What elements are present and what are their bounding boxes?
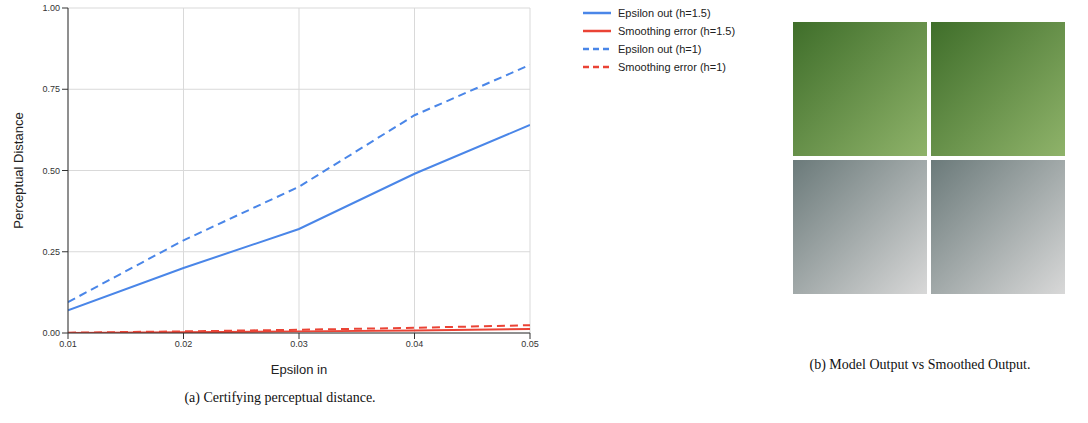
svg-text:0.02: 0.02 (175, 339, 193, 349)
html-text:Epsilon out (h=1): Epsilon out (h=1) (618, 43, 702, 55)
svg-text:0.01: 0.01 (59, 339, 77, 349)
svg-text:0.50: 0.50 (42, 166, 60, 176)
svg-text:0.00: 0.00 (42, 328, 60, 338)
svg-text:Perceptual Distance: Perceptual Distance (11, 112, 26, 228)
svg-text:0.05: 0.05 (521, 339, 539, 349)
svg-text:1.00: 1.00 (42, 3, 60, 13)
html-text:(b) Model Output vs Smoothed O: (b) Model Output vs Smoothed Output. (809, 357, 1031, 372)
svg-text:0.03: 0.03 (290, 339, 308, 349)
html-text:(a) Certifying perceptual dist: (a) Certifying perceptual distance. (184, 390, 376, 405)
html-text:Epsilon out (h=1.5): Epsilon out (h=1.5) (618, 7, 711, 19)
html-text:Smoothing error (h=1.5): Smoothing error (h=1.5) (618, 25, 736, 37)
svg-text:Epsilon in: Epsilon in (271, 362, 327, 377)
svg-text:0.04: 0.04 (406, 339, 424, 349)
html-text:Smoothing error (h=1): Smoothing error (h=1) (618, 61, 726, 73)
svg-text:0.25: 0.25 (42, 247, 60, 257)
svg-text:0.75: 0.75 (42, 84, 60, 94)
